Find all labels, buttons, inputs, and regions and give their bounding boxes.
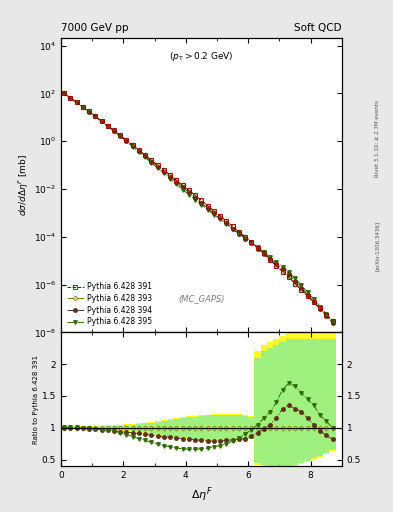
Y-axis label: Ratio to Pythia 6.428 391: Ratio to Pythia 6.428 391 (33, 354, 39, 444)
Y-axis label: $d\sigma/d\Delta\eta^F$ [mb]: $d\sigma/d\Delta\eta^F$ [mb] (17, 155, 31, 216)
Legend: Pythia 6.428 391, Pythia 6.428 393, Pythia 6.428 394, Pythia 6.428 395: Pythia 6.428 391, Pythia 6.428 393, Pyth… (65, 280, 154, 329)
Text: [arXiv:1306.3436]: [arXiv:1306.3436] (375, 221, 380, 271)
Text: $(p_{\rm T} > 0.2\ {\rm GeV})$: $(p_{\rm T} > 0.2\ {\rm GeV})$ (169, 50, 234, 63)
Text: 7000 GeV pp: 7000 GeV pp (61, 23, 129, 33)
Text: (MC_GAPS): (MC_GAPS) (178, 294, 225, 303)
Text: Rivet 3.1.10; ≥ 2.7M events: Rivet 3.1.10; ≥ 2.7M events (375, 100, 380, 177)
Text: Soft QCD: Soft QCD (294, 23, 342, 33)
X-axis label: $\Delta\eta^F$: $\Delta\eta^F$ (191, 485, 212, 504)
